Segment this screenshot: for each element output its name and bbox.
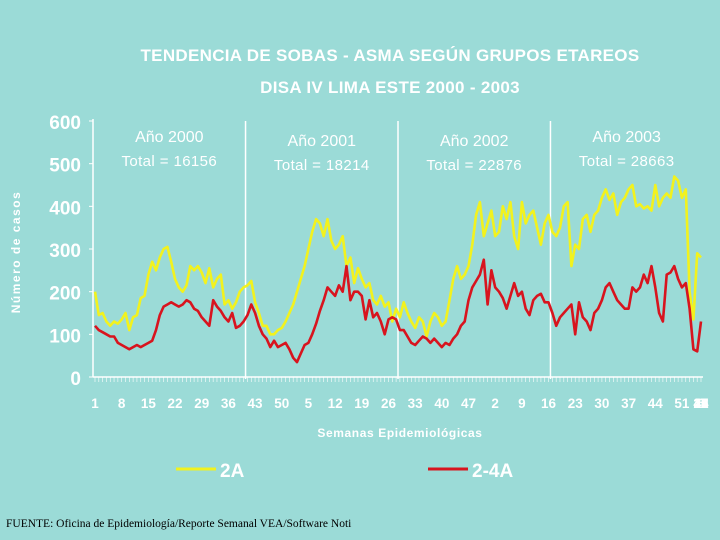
year-label: Año 2003: [592, 129, 661, 146]
x-tick-label: 20: [693, 396, 708, 411]
x-tick-label: 16: [541, 396, 557, 411]
x-tick-label: 37: [621, 396, 636, 411]
source-note: FUENTE: Oficina de Epidemiología/Reporte…: [6, 518, 352, 530]
y-tick-label: 600: [49, 113, 81, 134]
legend-label: 2-4A: [472, 461, 513, 482]
chart-title: TENDENCIA DE SOBAS - ASMA SEGÚN GRUPOS E…: [140, 46, 640, 65]
x-tick-label: 44: [648, 396, 664, 411]
year-label: Año 2002: [440, 133, 509, 150]
x-tick-label: 30: [594, 396, 609, 411]
x-tick-label: 13: [693, 396, 709, 411]
x-tick-label: 50: [274, 396, 289, 411]
year-dividers: [244, 121, 552, 379]
x-tick-label: 6: [697, 396, 705, 411]
y-tick-label: 400: [49, 198, 81, 219]
x-tick-label: 48: [693, 396, 709, 411]
x-tick-label: 15: [141, 396, 157, 411]
x-tick-label: 51: [674, 396, 690, 411]
y-tick-label: 0: [70, 369, 81, 390]
legend-label: 2A: [220, 461, 245, 482]
x-tick-label: 41: [693, 396, 709, 411]
year-total: Total = 22876: [426, 157, 522, 174]
x-axis-title: Semanas Epidemiológicas: [317, 426, 482, 440]
year-label: Año 2001: [288, 133, 357, 150]
y-axis-labels: 0 100 200 300 400 500 600: [49, 113, 93, 390]
series-line-2a: [93, 175, 702, 338]
year-total: Total = 28663: [579, 153, 675, 170]
series-line-2-4a: [94, 258, 703, 364]
x-tick-label: 19: [354, 396, 369, 411]
series-lines: [93, 175, 703, 364]
year-label: Año 2000: [135, 129, 204, 146]
x-tick-label: 33: [408, 396, 424, 411]
x-tick-label: 27: [693, 396, 708, 411]
x-tick-label: 43: [248, 396, 264, 411]
x-tick-label: 47: [461, 396, 476, 411]
year-annotations: Año 2000 Total = 16156 Año 2001 Total = 182…: [121, 129, 674, 174]
x-tick-label: 40: [434, 396, 449, 411]
x-tick-label: 9: [518, 396, 526, 411]
legend: 2A 2-4A: [176, 461, 513, 482]
x-tick-label: 36: [221, 396, 237, 411]
chart-subtitle: DISA IV LIMA ESTE 2000 - 2003: [260, 78, 520, 97]
x-tick-label: 23: [568, 396, 584, 411]
y-tick-label: 300: [49, 241, 81, 262]
x-tick-label: 2: [491, 396, 499, 411]
x-tick-label: 26: [381, 396, 397, 411]
x-tick-label: 29: [194, 396, 209, 411]
y-tick-label: 500: [49, 156, 81, 177]
x-axis-labels: 1 8 15 22 29 36 43 50 5 12 19 26 33 40 47 2 9 16 23 30 37 44 5…: [91, 396, 709, 411]
x-tick-label: 34: [693, 396, 709, 411]
y-axis-title: Número de casos: [9, 191, 23, 314]
y-tick-label: 200: [49, 284, 81, 305]
year-total: Total = 18214: [274, 157, 370, 174]
x-tick-label: 8: [118, 396, 126, 411]
x-tick-label: 22: [168, 396, 183, 411]
x-tick-label: 12: [328, 396, 343, 411]
y-tick-label: 100: [49, 326, 81, 347]
year-total: Total = 16156: [121, 153, 217, 170]
x-tick-label: 1: [91, 396, 99, 411]
x-tick-label: 5: [305, 396, 313, 411]
